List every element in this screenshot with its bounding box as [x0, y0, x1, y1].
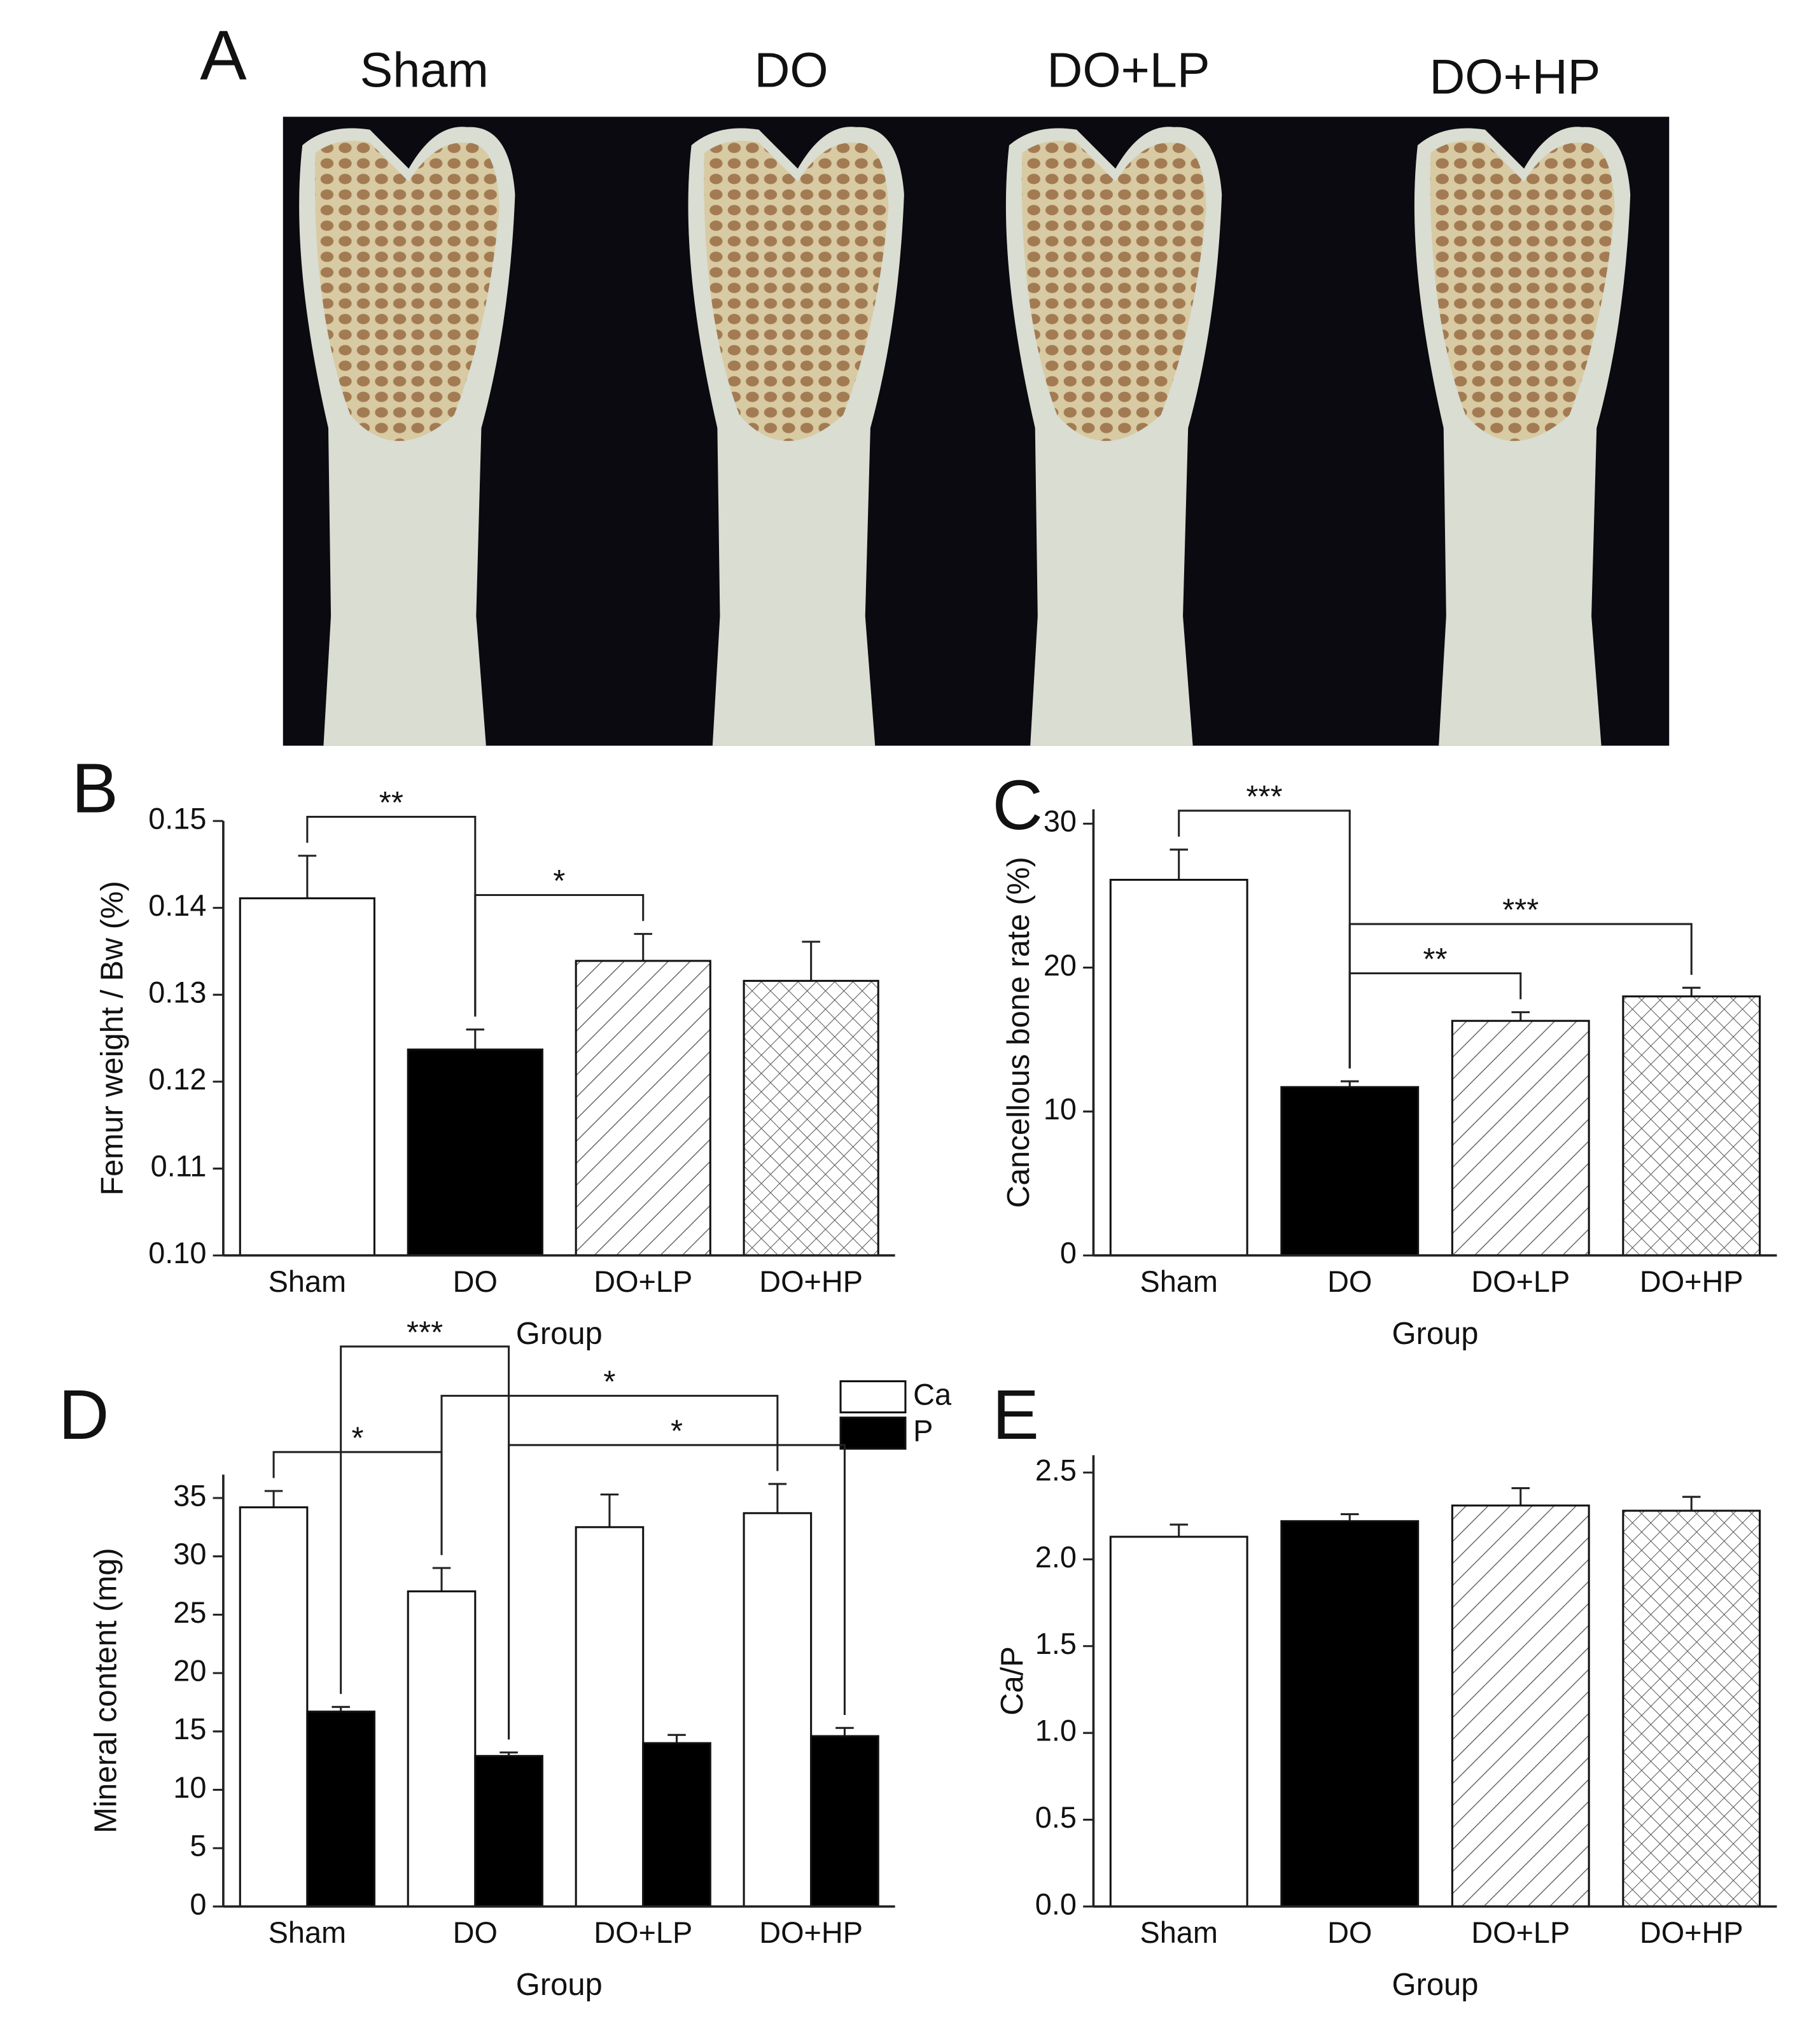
panel-label: B [71, 749, 118, 827]
y-tick-label: 5 [190, 1830, 206, 1863]
y-tick-label: 25 [173, 1596, 206, 1629]
bar [407, 1590, 477, 1908]
bar [743, 979, 879, 1257]
x-tick-label: DO+HP [1640, 1916, 1743, 1949]
y-tick-label: 20 [1044, 949, 1077, 982]
x-tick-label: DO [1327, 1916, 1372, 1949]
x-tick-label: DO+HP [759, 1916, 863, 1949]
panel-label: C [992, 766, 1042, 844]
legend-swatch [839, 1417, 907, 1450]
y-tick-label: 1.5 [1035, 1627, 1077, 1660]
group-label: DO+LP [1047, 43, 1210, 98]
panel-label: E [992, 1376, 1038, 1454]
bar [1622, 1509, 1761, 1908]
x-tick-label: DO+HP [759, 1265, 863, 1298]
x-tick-label: Sham [1140, 1265, 1217, 1298]
x-axis-label: Group [516, 1968, 603, 2002]
bar [239, 897, 375, 1257]
bar [239, 1506, 309, 1908]
y-tick-label: 0.12 [148, 1063, 206, 1096]
x-tick-label: Sham [269, 1916, 346, 1949]
y-tick-label: 0.0 [1035, 1887, 1077, 1921]
x-tick-label: DO [1327, 1265, 1372, 1298]
y-tick-label: 20 [173, 1654, 206, 1687]
bar [407, 1048, 543, 1257]
group-label: DO [754, 43, 828, 98]
significance-label: * [352, 1421, 364, 1455]
significance-bracket [440, 1394, 779, 1555]
panel-label: D [59, 1376, 109, 1454]
x-tick-label: DO [453, 1265, 498, 1298]
y-tick-label: 0.5 [1035, 1801, 1077, 1834]
group-label: Sham [360, 43, 489, 98]
significance-label: * [553, 864, 565, 899]
x-tick-label: Sham [269, 1265, 346, 1298]
y-tick-label: 10 [173, 1771, 206, 1804]
y-tick-label: 15 [173, 1712, 206, 1746]
legend-label: P [913, 1414, 933, 1447]
legend-swatch [839, 1380, 907, 1413]
bar [1622, 995, 1761, 1257]
y-tick-label: 35 [173, 1479, 206, 1512]
y-axis-label: Mineral content (mg) [88, 1548, 123, 1833]
bar [474, 1754, 543, 1908]
bar [743, 1512, 813, 1908]
significance-bracket [474, 893, 645, 1017]
significance-label: *** [1502, 893, 1539, 928]
y-tick-label: 0 [190, 1887, 206, 1921]
bar [306, 1711, 375, 1908]
bar [575, 960, 711, 1257]
x-tick-label: DO+LP [594, 1265, 692, 1298]
x-tick-label: DO+LP [594, 1916, 692, 1949]
group-label: DO+HP [1429, 50, 1600, 104]
photo [283, 116, 1670, 746]
bar [575, 1526, 645, 1908]
x-tick-label: DO+LP [1471, 1916, 1570, 1949]
bar [1280, 1520, 1420, 1908]
significance-label: *** [1246, 780, 1282, 815]
y-tick-label: 0.10 [148, 1236, 206, 1270]
y-tick-label: 2.0 [1035, 1541, 1077, 1574]
y-tick-label: 1.0 [1035, 1714, 1077, 1747]
significance-label: ** [379, 786, 403, 820]
legend-label: Ca [913, 1378, 952, 1411]
y-axis-label: Cancellous bone rate (%) [1002, 857, 1036, 1208]
significance-label: ** [1423, 942, 1447, 977]
bar [1109, 879, 1248, 1257]
bar [1451, 1019, 1590, 1257]
y-tick-label: 0 [1060, 1236, 1077, 1270]
significance-bracket [1178, 809, 1351, 1068]
x-tick-label: DO+HP [1640, 1265, 1743, 1298]
x-axis-label: Group [1392, 1317, 1479, 1351]
x-tick-label: Sham [1140, 1916, 1217, 1949]
bar [1280, 1086, 1420, 1257]
x-axis-label: Group [516, 1317, 603, 1351]
significance-label: * [603, 1365, 615, 1399]
y-tick-label: 10 [1044, 1093, 1077, 1126]
x-tick-label: DO+LP [1471, 1265, 1570, 1298]
x-tick-label: DO [453, 1916, 498, 1949]
significance-bracket [340, 1345, 510, 1740]
panel-label: A [200, 17, 247, 95]
y-tick-label: 2.5 [1035, 1453, 1077, 1487]
x-axis-label: Group [1392, 1968, 1479, 2002]
significance-label: *** [407, 1316, 443, 1350]
y-tick-label: 0.15 [148, 802, 206, 835]
bar [1109, 1536, 1248, 1908]
y-tick-label: 30 [1044, 805, 1077, 838]
y-axis-label: Ca/P [995, 1646, 1030, 1716]
significance-label: * [671, 1414, 683, 1448]
y-tick-label: 0.13 [148, 976, 206, 1009]
y-tick-label: 0.14 [148, 889, 206, 922]
y-tick-label: 30 [173, 1537, 206, 1571]
bar [1451, 1504, 1590, 1908]
y-tick-label: 0.11 [151, 1150, 207, 1183]
bar [810, 1735, 879, 1908]
y-axis-label: Femur weight / Bw (%) [95, 881, 130, 1196]
bar [642, 1742, 711, 1908]
